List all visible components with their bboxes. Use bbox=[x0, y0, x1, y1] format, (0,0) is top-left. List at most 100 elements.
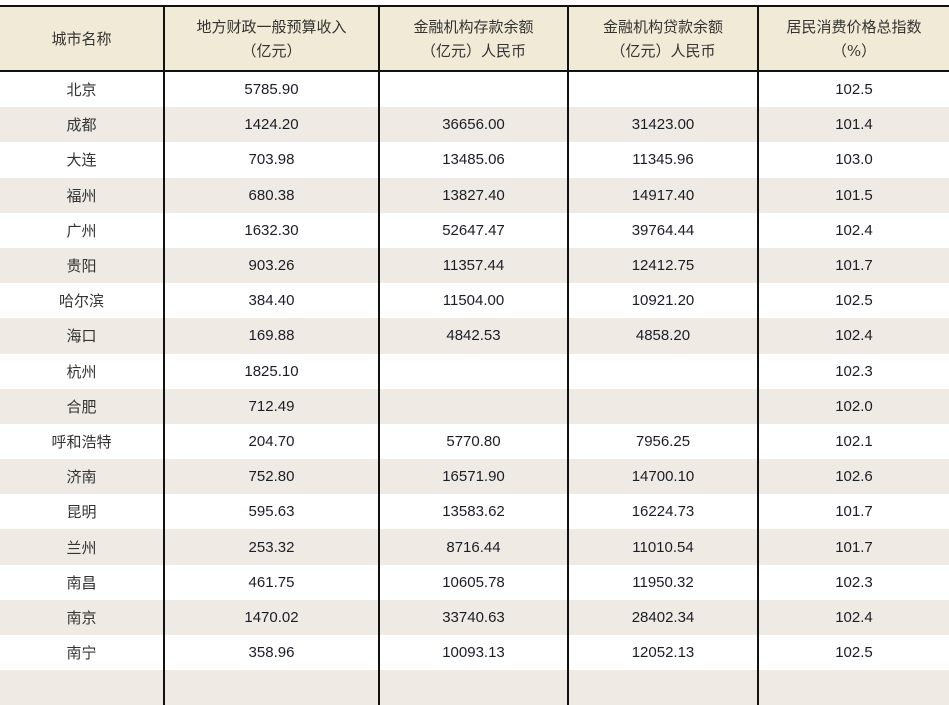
cell-deposits: 10605.78 bbox=[378, 564, 568, 600]
cell-loans: 39764.44 bbox=[567, 212, 758, 248]
cell-cpi: 102.4 bbox=[757, 599, 949, 635]
cell-city: 南昌 bbox=[0, 564, 164, 600]
header-line: 金融机构存款余额 bbox=[413, 17, 534, 36]
table-row: 济南 752.80 16571.90 14700.10 102.6 bbox=[0, 459, 949, 495]
cell-deposits: 10093.13 bbox=[378, 635, 568, 671]
cell-loans: 14700.10 bbox=[567, 459, 758, 495]
cell-city bbox=[0, 670, 164, 705]
cell-fiscal-revenue: 1632.30 bbox=[163, 212, 379, 248]
header-loans: 金融机构贷款余额 （亿元）人民币 bbox=[567, 5, 758, 72]
cell-city: 昆明 bbox=[0, 494, 164, 530]
cell-cpi: 102.1 bbox=[757, 423, 949, 460]
cell-loans: 12412.75 bbox=[567, 247, 758, 284]
header-line: 居民消费价格总指数 bbox=[786, 17, 922, 36]
table-row: 呼和浩特 204.70 5770.80 7956.25 102.1 bbox=[0, 423, 949, 460]
cell-cpi: 101.7 bbox=[757, 247, 949, 284]
cell-cpi: 101.7 bbox=[757, 494, 949, 530]
cell-fiscal-revenue: 903.26 bbox=[163, 247, 379, 284]
city-statistics-table: 城市名称 地方财政一般预算收入 （亿元） 金融机构存款余额 （亿元）人民币 金融… bbox=[0, 5, 949, 705]
cell-deposits: 13485.06 bbox=[378, 142, 568, 178]
cell-city: 海口 bbox=[0, 318, 164, 354]
cell-deposits: 13827.40 bbox=[378, 177, 568, 213]
cell-loans: 14917.40 bbox=[567, 177, 758, 213]
cell-city: 济南 bbox=[0, 459, 164, 495]
cell-loans: 28402.34 bbox=[567, 599, 758, 635]
cell-loans: 10921.20 bbox=[567, 283, 758, 319]
cell-deposits: 11357.44 bbox=[378, 247, 568, 284]
cell-deposits: 13583.62 bbox=[378, 494, 568, 530]
table-header-row: 城市名称 地方财政一般预算收入 （亿元） 金融机构存款余额 （亿元）人民币 金融… bbox=[0, 5, 949, 72]
cell-city: 兰州 bbox=[0, 529, 164, 565]
header-fiscal-revenue: 地方财政一般预算收入 （亿元） bbox=[163, 5, 379, 72]
cell-loans bbox=[567, 353, 758, 389]
cell-cpi: 102.3 bbox=[757, 564, 949, 600]
header-unit: （亿元）人民币 bbox=[610, 41, 716, 60]
cell-fiscal-revenue: 253.32 bbox=[163, 529, 379, 565]
cell-city: 哈尔滨 bbox=[0, 283, 164, 319]
table-row: 南京 1470.02 33740.63 28402.34 102.4 bbox=[0, 599, 949, 635]
table-row: 广州 1632.30 52647.47 39764.44 102.4 bbox=[0, 212, 949, 248]
cell-loans: 11345.96 bbox=[567, 142, 758, 178]
cell-city: 合肥 bbox=[0, 388, 164, 424]
table-row: 合肥 712.49 102.0 bbox=[0, 388, 949, 424]
cell-cpi: 102.4 bbox=[757, 212, 949, 248]
header-unit: （%） bbox=[831, 41, 877, 60]
cell-fiscal-revenue: 358.96 bbox=[163, 635, 379, 671]
table-row: 杭州 1825.10 102.3 bbox=[0, 353, 949, 389]
cell-city: 杭州 bbox=[0, 353, 164, 389]
header-unit: （亿元） bbox=[241, 41, 302, 60]
table-row: 大连 703.98 13485.06 11345.96 103.0 bbox=[0, 142, 949, 178]
cell-fiscal-revenue: 595.63 bbox=[163, 494, 379, 530]
cell-fiscal-revenue: 1424.20 bbox=[163, 107, 379, 143]
cell-cpi: 102.5 bbox=[757, 635, 949, 671]
cell-fiscal-revenue: 1825.10 bbox=[163, 353, 379, 389]
table-row: 贵阳 903.26 11357.44 12412.75 101.7 bbox=[0, 247, 949, 284]
cell-city: 成都 bbox=[0, 107, 164, 143]
cell-cpi: 102.5 bbox=[757, 71, 949, 108]
cell-fiscal-revenue: 5785.90 bbox=[163, 71, 379, 108]
cell-loans: 16224.73 bbox=[567, 494, 758, 530]
cell-cpi bbox=[757, 670, 949, 705]
header-line: 城市名称 bbox=[51, 29, 112, 48]
cell-loans: 4858.20 bbox=[567, 318, 758, 354]
cell-fiscal-revenue: 461.75 bbox=[163, 564, 379, 600]
cell-fiscal-revenue bbox=[163, 670, 379, 705]
cell-cpi: 102.4 bbox=[757, 318, 949, 354]
header-deposits: 金融机构存款余额 （亿元）人民币 bbox=[378, 5, 568, 72]
header-unit: （亿元）人民币 bbox=[420, 41, 526, 60]
cell-fiscal-revenue: 680.38 bbox=[163, 177, 379, 213]
cell-city: 南京 bbox=[0, 599, 164, 635]
cell-city: 南宁 bbox=[0, 635, 164, 671]
table-row: 海口 169.88 4842.53 4858.20 102.4 bbox=[0, 318, 949, 354]
cell-city: 广州 bbox=[0, 212, 164, 248]
cell-cpi: 102.3 bbox=[757, 353, 949, 389]
cell-deposits: 52647.47 bbox=[378, 212, 568, 248]
table-row: 昆明 595.63 13583.62 16224.73 101.7 bbox=[0, 494, 949, 530]
table-body: 北京 5785.90 102.5 成都 1424.20 36656.00 31423.00 1… bbox=[0, 71, 949, 705]
cell-cpi: 103.0 bbox=[757, 142, 949, 178]
cell-deposits: 16571.90 bbox=[378, 459, 568, 495]
cell-deposits bbox=[378, 353, 568, 389]
cell-fiscal-revenue: 1470.02 bbox=[163, 599, 379, 635]
table-row: 兰州 253.32 8716.44 11010.54 101.7 bbox=[0, 529, 949, 565]
cell-loans: 31423.00 bbox=[567, 107, 758, 143]
cell-fiscal-revenue: 712.49 bbox=[163, 388, 379, 424]
cell-loans: 12052.13 bbox=[567, 635, 758, 671]
cell-city: 北京 bbox=[0, 71, 164, 108]
cell-cpi: 101.7 bbox=[757, 529, 949, 565]
cell-deposits: 33740.63 bbox=[378, 599, 568, 635]
cell-city: 呼和浩特 bbox=[0, 423, 164, 460]
table-row: 成都 1424.20 36656.00 31423.00 101.4 bbox=[0, 107, 949, 143]
cell-city: 贵阳 bbox=[0, 247, 164, 284]
cell-city: 福州 bbox=[0, 177, 164, 213]
table-row: 哈尔滨 384.40 11504.00 10921.20 102.5 bbox=[0, 283, 949, 319]
cell-fiscal-revenue: 384.40 bbox=[163, 283, 379, 319]
cell-deposits: 8716.44 bbox=[378, 529, 568, 565]
city-statistics-table-container: 城市名称 地方财政一般预算收入 （亿元） 金融机构存款余额 （亿元）人民币 金融… bbox=[0, 5, 949, 705]
table-row: 北京 5785.90 102.5 bbox=[0, 71, 949, 108]
cell-deposits bbox=[378, 71, 568, 108]
cell-loans bbox=[567, 670, 758, 705]
cell-fiscal-revenue: 169.88 bbox=[163, 318, 379, 354]
table-row: 南宁 358.96 10093.13 12052.13 102.5 bbox=[0, 635, 949, 671]
cell-cpi: 101.4 bbox=[757, 107, 949, 143]
